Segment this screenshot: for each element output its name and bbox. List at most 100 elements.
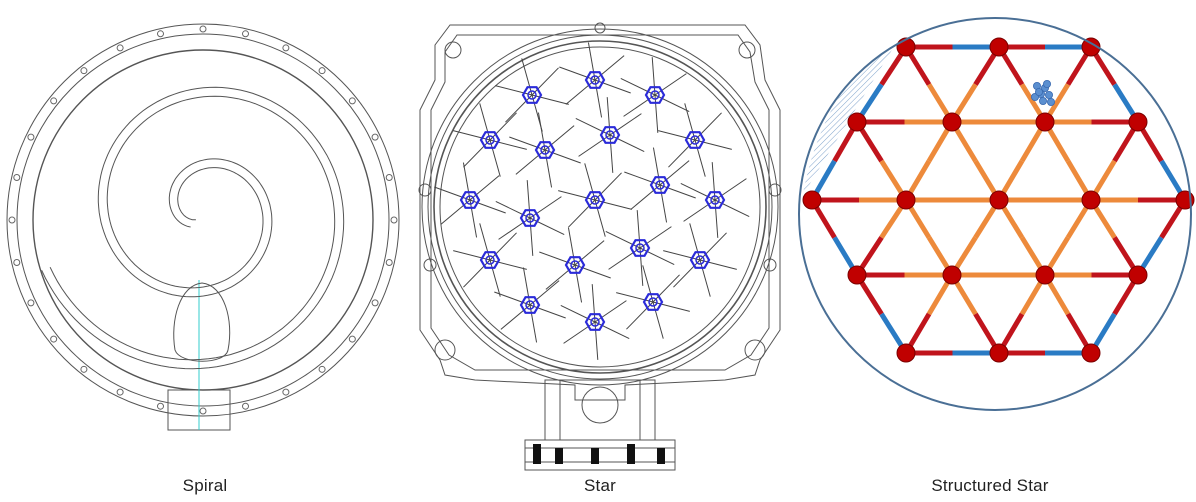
spiral-bolt-hole xyxy=(318,365,326,373)
star-hub xyxy=(434,162,506,238)
caption-star: Star xyxy=(584,476,616,495)
structured-star-beam xyxy=(1088,198,1141,277)
structured-star-beam xyxy=(949,120,1002,202)
spiral-bolt-hole xyxy=(348,97,356,105)
structured-star-beam xyxy=(996,120,1048,202)
structured-star-node xyxy=(989,190,1009,210)
structured-star-node xyxy=(989,343,1009,363)
spiral-chamber-wall xyxy=(32,49,374,391)
structured-star-beam xyxy=(854,120,909,202)
structured-star-node xyxy=(847,265,867,285)
structured-star-node xyxy=(802,190,822,210)
spiral-bolt-hole xyxy=(156,402,164,410)
star-hub xyxy=(616,265,690,339)
star-bolt-hole xyxy=(738,41,756,59)
caption-structured-star: Structured Star xyxy=(931,476,1049,495)
star-ring-outer xyxy=(421,28,779,386)
star-bolt-hole xyxy=(763,258,777,272)
structured-star-nodes xyxy=(802,37,1195,363)
star-connector-pins xyxy=(533,444,665,464)
spiral-bolt-hole xyxy=(116,44,124,52)
star-hub xyxy=(539,227,611,303)
structured-star-particle xyxy=(1034,88,1043,97)
spiral-bolt-hole xyxy=(371,299,379,307)
star-hub xyxy=(453,223,527,297)
spiral-drawing xyxy=(6,23,400,431)
star-panel: Star xyxy=(395,0,805,502)
structured-star-beam xyxy=(1042,198,1094,277)
structured-star-beam xyxy=(949,198,1002,277)
structured-star-node xyxy=(896,37,916,57)
spiral-bolt-hole xyxy=(13,259,21,267)
structured-star-node xyxy=(1035,112,1055,132)
spiral-bolt-hole xyxy=(8,216,16,224)
structured-star-beam xyxy=(809,198,860,277)
spiral-bolt-hole xyxy=(390,216,398,224)
structured-star-beam xyxy=(854,198,909,277)
structured-star-beam xyxy=(903,198,955,277)
structured-star-node xyxy=(1081,343,1101,363)
star-outlet-port xyxy=(581,386,619,424)
structured-star-beam xyxy=(1135,120,1188,202)
star-ring-3 xyxy=(433,40,767,374)
star-bolt-hole xyxy=(744,339,766,361)
caption-spiral: Spiral xyxy=(182,476,228,495)
structured-star-node xyxy=(1128,112,1148,132)
spiral-bolt-hole xyxy=(50,97,58,105)
structured-star-node xyxy=(1035,265,1055,285)
spiral-bolt-hole xyxy=(80,67,88,75)
spiral-bolt-holes xyxy=(8,25,398,415)
structured-star-beam xyxy=(903,45,955,124)
star-ring-2 xyxy=(427,34,773,380)
star-connector-flange xyxy=(524,439,676,471)
star-hub xyxy=(495,180,565,256)
spiral-inner-flange xyxy=(16,33,390,407)
structured-star-node xyxy=(989,37,1009,57)
star-hub xyxy=(559,42,631,118)
star-drawing xyxy=(418,22,782,471)
spiral-bolt-hole xyxy=(282,44,290,52)
star-hubs xyxy=(434,42,750,360)
structured-star-beam xyxy=(903,120,955,202)
star-hub xyxy=(495,58,569,132)
spiral-opening xyxy=(173,282,231,362)
structured-star-node xyxy=(896,190,916,210)
structured-star-particle xyxy=(1044,91,1053,100)
structured-star-beam xyxy=(949,45,1002,124)
star-ring-inner xyxy=(439,46,761,368)
spiral-bolt-hole xyxy=(50,335,58,343)
star-bolt-hole xyxy=(423,258,437,272)
star-hub xyxy=(575,97,645,173)
structured-star-particle xyxy=(1042,80,1051,89)
spiral-bolt-hole xyxy=(242,30,250,38)
star-bolt-hole xyxy=(444,41,462,59)
spiral-panel: Spiral xyxy=(0,0,400,502)
star-hub xyxy=(624,147,696,223)
spiral-bolt-hole xyxy=(80,365,88,373)
star-hub xyxy=(680,162,750,238)
star-bolt-hole xyxy=(594,22,606,34)
structured-star-beam xyxy=(1042,120,1094,202)
structured-star-node xyxy=(1081,190,1101,210)
spiral-channel-wall-a xyxy=(49,95,336,361)
star-hub xyxy=(620,57,690,133)
structured-star-beam xyxy=(949,273,1002,355)
star-hub xyxy=(558,163,632,237)
structured-star-beam xyxy=(854,273,909,355)
spiral-bolt-hole xyxy=(27,299,35,307)
structured-star-node xyxy=(942,265,962,285)
star-housing-outline xyxy=(419,24,781,401)
spiral-bolt-hole xyxy=(371,133,379,141)
star-outlet-body xyxy=(544,379,656,441)
spiral-bolt-hole xyxy=(27,133,35,141)
star-hub xyxy=(560,284,630,360)
spiral-bolt-hole xyxy=(199,407,207,415)
spiral-channel-wall-b xyxy=(41,86,345,370)
star-hub xyxy=(509,112,581,188)
star-hub xyxy=(494,267,566,343)
spiral-bolt-hole xyxy=(318,67,326,75)
spiral-bolt-hole xyxy=(13,173,21,181)
spiral-bolt-hole xyxy=(385,259,393,267)
structured-star-particle xyxy=(1046,98,1055,107)
spiral-bolt-hole xyxy=(242,402,250,410)
